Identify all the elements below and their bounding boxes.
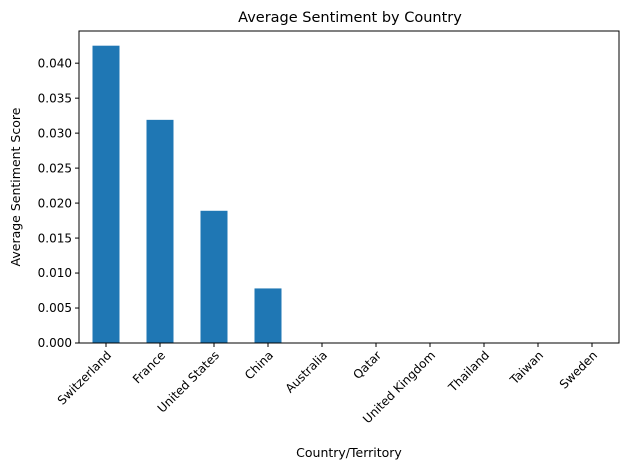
y-tick-label: 0.010 xyxy=(38,266,72,280)
y-axis: 0.000 0.005 0.010 0.015 0.020 0.025 0.030 0.035… xyxy=(38,56,79,350)
x-tick-label: Sweden xyxy=(557,348,600,391)
y-tick-label: 0.000 xyxy=(38,336,72,350)
x-tick-label: Switzerland xyxy=(55,348,114,407)
bars-group xyxy=(92,45,282,343)
x-axis-label: Country/Territory xyxy=(296,445,402,460)
chart-title: Average Sentiment by Country xyxy=(238,10,462,26)
x-tick-label: China xyxy=(242,348,276,382)
y-tick-label: 0.035 xyxy=(38,91,72,105)
y-tick-label: 0.020 xyxy=(38,196,72,210)
x-tick-label: France xyxy=(130,348,168,386)
y-tick-label: 0.025 xyxy=(38,161,72,175)
x-tick-label: Qatar xyxy=(350,348,384,382)
plot-frame xyxy=(78,30,620,344)
bar xyxy=(92,45,120,343)
bar xyxy=(200,210,228,343)
x-tick-label: Australia xyxy=(283,348,330,395)
y-tick-label: 0.040 xyxy=(38,56,72,70)
y-tick-label: 0.005 xyxy=(38,301,72,315)
y-axis-label: Average Sentiment Score xyxy=(8,107,23,266)
y-tick-label: 0.030 xyxy=(38,126,72,140)
x-tick-label: Taiwan xyxy=(507,348,546,387)
x-tick-label: Thailand xyxy=(445,348,492,395)
y-tick-label: 0.015 xyxy=(38,231,72,245)
bar xyxy=(146,119,174,343)
bar xyxy=(254,288,282,343)
